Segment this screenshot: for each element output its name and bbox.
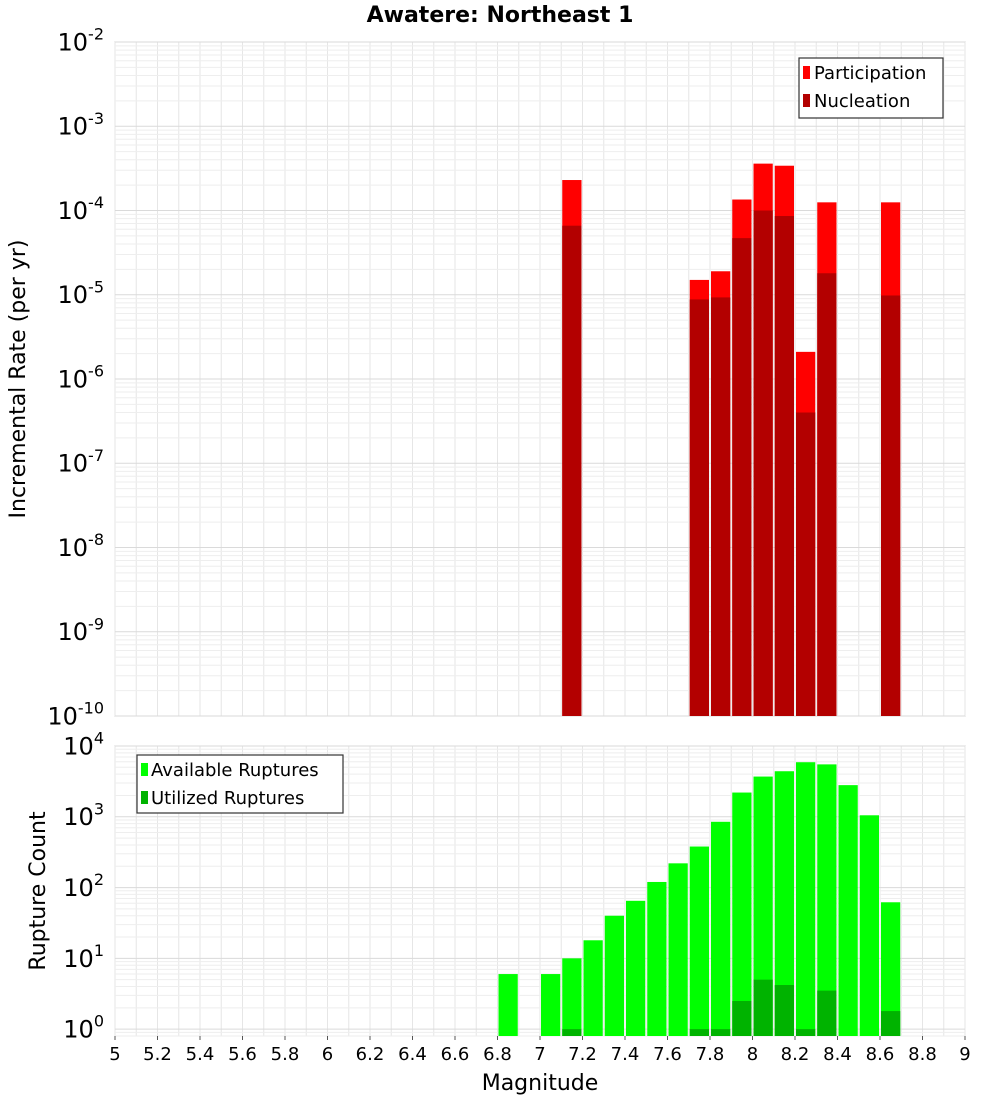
- bottom-bar-available-ruptures: [859, 815, 879, 1036]
- bottom-y-ticks: 100 101 102 103 104: [63, 729, 104, 1044]
- x-ticks: 5 5.2 5.4 5.6 5.8 6 6.2 6.4 6.6 6.8 7 7.2 7.4 7.6 7.8 8…: [109, 1036, 971, 1065]
- x-tick-label: 8: [747, 1044, 758, 1065]
- bottom-plot: 100 101 102 103 104 5 5.2 5.4 5.6 5.8 6 6.2 6.4 6.6 6…: [26, 729, 971, 1096]
- legend-swatch-utilized: [141, 791, 148, 804]
- bottom-bar-available-ruptures: [838, 785, 858, 1036]
- x-tick-label: 8.4: [823, 1044, 852, 1065]
- x-tick-label: 6.8: [483, 1044, 512, 1065]
- top-plot: 10-10 10-9 10-8 10-7 10-6 10-5 10-4 10-3 10-2 In…: [6, 25, 966, 731]
- x-tick-label: 8.6: [866, 1044, 895, 1065]
- x-tick-label: 6.6: [441, 1044, 470, 1065]
- bottom-bar-utilized-ruptures: [689, 1029, 709, 1036]
- top-y-tick-label: 10-3: [58, 109, 105, 141]
- bottom-bar-utilized-ruptures: [732, 1000, 752, 1036]
- legend-label-utilized: Utilized Ruptures: [151, 788, 304, 809]
- bottom-y-tick-label: 101: [63, 941, 104, 973]
- x-tick-label: 7.8: [696, 1044, 725, 1065]
- x-tick-label: 9: [959, 1044, 970, 1065]
- bottom-bar-available-ruptures: [498, 974, 518, 1036]
- bottom-bar-available-ruptures: [753, 776, 773, 1036]
- bottom-bar-available-ruptures: [817, 764, 837, 1036]
- bottom-bar-available-ruptures: [796, 762, 816, 1036]
- bottom-bar-available-ruptures: [626, 900, 646, 1036]
- x-tick-label: 6.2: [356, 1044, 385, 1065]
- bottom-bar-available-ruptures: [689, 846, 709, 1036]
- x-tick-label: 7: [534, 1044, 545, 1065]
- top-y-tick-label: 10-4: [58, 193, 105, 225]
- bottom-bar-utilized-ruptures: [711, 1029, 731, 1036]
- bottom-y-tick-label: 104: [63, 729, 104, 761]
- x-tick-label: 5.6: [228, 1044, 257, 1065]
- legend-swatch-available: [141, 763, 148, 776]
- legend-label-participation: Participation: [814, 63, 926, 84]
- bottom-bar-utilized-ruptures: [774, 985, 794, 1036]
- x-tick-label: 5: [109, 1044, 120, 1065]
- x-tick-label: 8.8: [908, 1044, 937, 1065]
- bottom-bar-available-ruptures: [668, 863, 688, 1036]
- bottom-bar-available-ruptures: [732, 792, 752, 1036]
- x-axis-label: Magnitude: [482, 1071, 599, 1096]
- bottom-legend: Available Ruptures Utilized Ruptures: [136, 754, 344, 814]
- x-tick-label: 5.4: [186, 1044, 215, 1065]
- bottom-bar-utilized-ruptures: [796, 1029, 816, 1036]
- x-tick-label: 7.4: [611, 1044, 640, 1065]
- x-tick-label: 7.2: [568, 1044, 597, 1065]
- bottom-bar-available-ruptures: [604, 915, 624, 1036]
- top-bar-nucleation: [817, 273, 837, 716]
- x-tick-label: 8.2: [781, 1044, 810, 1065]
- top-y-axis-label: Incremental Rate (per yr): [6, 240, 31, 519]
- x-tick-label: 5.2: [143, 1044, 172, 1065]
- top-grid: [114, 41, 966, 717]
- top-y-tick-label: 10-5: [58, 277, 105, 309]
- legend-label-nucleation: Nucleation: [814, 91, 910, 112]
- top-y-tick-label: 10-10: [47, 699, 104, 731]
- top-bar-nucleation: [881, 295, 901, 716]
- x-tick-label: 6: [322, 1044, 333, 1065]
- bottom-bar-utilized-ruptures: [817, 990, 837, 1036]
- top-y-ticks: 10-10 10-9 10-8 10-7 10-6 10-5 10-4 10-3 10-2: [47, 25, 104, 731]
- legend-swatch-participation: [803, 66, 810, 79]
- top-legend: Participation Nucleation: [798, 57, 944, 119]
- bottom-bar-utilized-ruptures: [753, 979, 773, 1036]
- bottom-bars: [498, 762, 901, 1036]
- top-y-tick-label: 10-9: [58, 614, 105, 646]
- chart-title: Awatere: Northeast 1: [367, 3, 634, 28]
- bottom-legend-box: [136, 754, 344, 814]
- bottom-y-tick-label: 100: [63, 1012, 104, 1044]
- x-tick-label: 5.8: [271, 1044, 300, 1065]
- top-y-tick-label: 10-6: [58, 362, 105, 394]
- top-bars: [562, 163, 901, 717]
- bottom-bar-available-ruptures: [774, 771, 794, 1036]
- top-bar-nucleation: [753, 210, 773, 716]
- top-bar-nucleation: [774, 216, 794, 717]
- x-tick-label: 6.4: [398, 1044, 427, 1065]
- top-y-tick-label: 10-7: [58, 446, 105, 478]
- top-bar-nucleation: [689, 299, 709, 716]
- bottom-bar-available-ruptures: [881, 902, 901, 1036]
- bottom-y-axis-label: Rupture Count: [26, 811, 51, 971]
- bottom-y-tick-label: 103: [63, 799, 104, 831]
- bottom-bar-utilized-ruptures: [562, 1029, 582, 1036]
- bottom-bar-available-ruptures: [562, 958, 582, 1036]
- x-tick-label: 7.6: [653, 1044, 682, 1065]
- top-bar-nucleation: [732, 238, 752, 716]
- bottom-y-tick-label: 102: [63, 870, 104, 902]
- top-y-tick-label: 10-8: [58, 530, 105, 562]
- bottom-bar-available-ruptures: [541, 974, 561, 1036]
- legend-label-available: Available Ruptures: [151, 760, 319, 781]
- bottom-bar-available-ruptures: [647, 881, 667, 1036]
- bottom-bar-available-ruptures: [583, 940, 603, 1036]
- top-bar-nucleation: [796, 412, 816, 716]
- top-y-tick-label: 10-2: [58, 25, 105, 57]
- top-bar-nucleation: [711, 297, 731, 716]
- legend-swatch-nucleation: [803, 94, 810, 107]
- top-legend-box: [798, 57, 944, 119]
- bottom-bar-available-ruptures: [711, 821, 731, 1036]
- top-bar-nucleation: [562, 225, 582, 716]
- bottom-bar-utilized-ruptures: [881, 1011, 901, 1036]
